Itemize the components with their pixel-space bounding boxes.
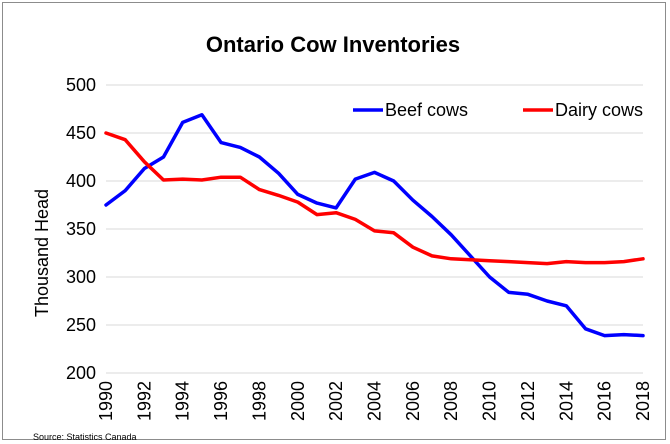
legend: Beef cows Dairy cows (353, 100, 643, 120)
source-note: Source: Statistics Canada (33, 432, 137, 441)
y-tick-label: 250 (66, 315, 96, 335)
x-tick-label: 2006 (403, 381, 423, 421)
line-chart: Ontario Cow Inventories 200 250 300 350 400 4… (32, 32, 653, 441)
x-tick-label: 1998 (249, 381, 269, 421)
x-tick-label: 2008 (441, 381, 461, 421)
x-tick-label: 1996 (211, 381, 231, 421)
series-line-dairy-cows (104, 131, 645, 266)
x-tick-label: 2012 (518, 381, 538, 421)
chart-frame: Ontario Cow Inventories 200 250 300 350 400 4… (2, 2, 666, 441)
x-axis-ticks: 1990 1992 1994 1996 1998 2000 2002 2004 2006 2008… (96, 381, 653, 421)
y-axis-label: Thousand Head (32, 189, 52, 317)
x-tick-label: 2004 (365, 381, 385, 421)
y-tick-label: 200 (66, 363, 96, 383)
x-tick-label: 2014 (556, 381, 576, 421)
y-tick-label: 450 (66, 123, 96, 143)
chart-title: Ontario Cow Inventories (206, 32, 460, 57)
y-tick-label: 400 (66, 171, 96, 191)
x-tick-label: 2002 (326, 381, 346, 421)
series-lines (104, 113, 645, 338)
x-tick-label: 2016 (595, 381, 615, 421)
legend-label: Dairy cows (555, 100, 643, 120)
y-tick-label: 350 (66, 219, 96, 239)
x-tick-label: 2000 (288, 381, 308, 421)
y-tick-label: 500 (66, 75, 96, 95)
x-tick-label: 2018 (633, 381, 653, 421)
x-tick-label: 1990 (96, 381, 116, 421)
y-tick-label: 300 (66, 267, 96, 287)
x-tick-label: 1992 (134, 381, 154, 421)
series-line-beef-cows (104, 113, 645, 338)
x-tick-label: 1994 (173, 381, 193, 421)
legend-label: Beef cows (385, 100, 468, 120)
y-axis-ticks: 200 250 300 350 400 450 500 (66, 75, 96, 383)
x-tick-label: 2010 (480, 381, 500, 421)
